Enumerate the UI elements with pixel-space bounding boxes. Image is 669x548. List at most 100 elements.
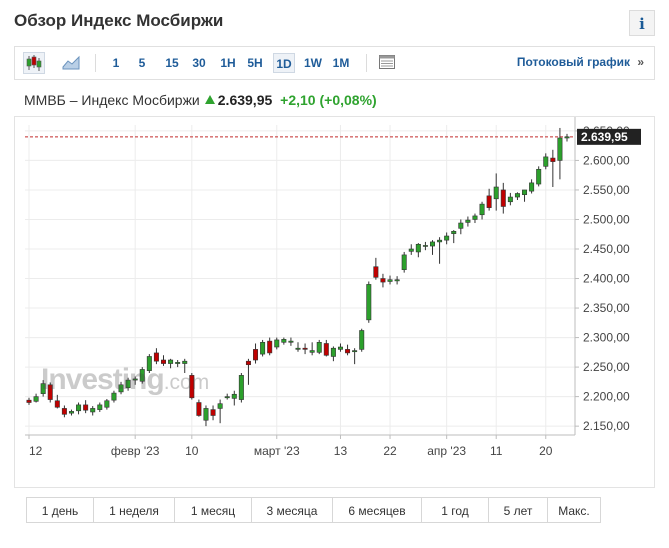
y-tick-label: 2.550,00 bbox=[583, 183, 630, 197]
candle-up bbox=[401, 254, 407, 270]
candle-up bbox=[281, 339, 287, 343]
y-tick-label: 2.600,00 bbox=[583, 153, 630, 167]
period-button[interactable]: 1 год bbox=[421, 497, 489, 523]
candle-up bbox=[76, 404, 82, 412]
watermark-suffix: .com bbox=[163, 371, 210, 394]
candle-down bbox=[345, 349, 351, 354]
candle-down bbox=[373, 266, 379, 278]
last-price: 2.639,95 bbox=[217, 92, 273, 108]
info-button[interactable]: i bbox=[629, 10, 655, 36]
instrument-name: ММВБ – Индекс Мосбиржи bbox=[24, 92, 200, 108]
candle-up bbox=[359, 330, 365, 350]
price-change-percent: (+0,08%) bbox=[319, 92, 377, 108]
candle-up bbox=[139, 369, 145, 382]
up-arrow-icon bbox=[204, 95, 215, 104]
quote-line: ММВБ – Индекс Мосбиржи 2.639,95 +2,10 (+0… bbox=[24, 92, 377, 108]
candle-up bbox=[68, 411, 74, 414]
candle-up bbox=[104, 400, 110, 408]
candle-up bbox=[337, 346, 343, 350]
x-tick-label: апр '23 bbox=[427, 444, 466, 458]
y-tick-label: 2.450,00 bbox=[583, 242, 630, 256]
period-button[interactable]: 1 месяц bbox=[174, 497, 252, 523]
candle-up bbox=[288, 340, 294, 343]
candle-down bbox=[210, 409, 216, 416]
period-button[interactable]: 1 неделя bbox=[93, 497, 175, 523]
candle-up bbox=[40, 383, 46, 394]
candlestick-icon[interactable] bbox=[23, 52, 45, 74]
candle-up bbox=[330, 347, 336, 357]
period-button[interactable]: 1 день bbox=[26, 497, 94, 523]
candle-up bbox=[451, 230, 457, 234]
candle-up bbox=[238, 375, 244, 400]
candle-down bbox=[302, 347, 308, 350]
y-tick-label: 2.300,00 bbox=[583, 331, 630, 345]
last-price-label: 2.639,95 bbox=[581, 130, 628, 144]
candle-up bbox=[387, 279, 393, 282]
x-tick-label: 20 bbox=[539, 444, 553, 458]
x-tick-label: 10 bbox=[185, 444, 199, 458]
candle-up bbox=[564, 136, 570, 139]
candle-up bbox=[111, 392, 117, 401]
candle-up bbox=[493, 186, 499, 200]
period-button[interactable]: 3 месяца bbox=[251, 497, 333, 523]
candle-up bbox=[295, 347, 301, 350]
interval-button-5h[interactable]: 5H bbox=[247, 56, 263, 70]
candle-up bbox=[182, 360, 188, 364]
candle-down bbox=[189, 375, 195, 399]
watermark-brand: Investing bbox=[41, 363, 165, 396]
candle-up bbox=[274, 339, 280, 348]
candle-up bbox=[536, 168, 542, 185]
interval-button-1d[interactable]: 1D bbox=[273, 53, 295, 73]
interval-button-15[interactable]: 15 bbox=[165, 56, 179, 70]
candle-up bbox=[118, 384, 124, 393]
candle-up bbox=[465, 219, 471, 223]
candle-up bbox=[146, 356, 152, 371]
candle-up bbox=[203, 408, 209, 421]
candle-up bbox=[217, 403, 223, 409]
interval-button-30[interactable]: 30 bbox=[192, 56, 206, 70]
candle-up bbox=[422, 245, 428, 247]
candle-up bbox=[97, 404, 103, 410]
y-tick-label: 2.200,00 bbox=[583, 390, 630, 404]
candle-up bbox=[260, 341, 266, 355]
candle-down bbox=[550, 157, 556, 162]
period-button[interactable]: 6 месяцев bbox=[332, 497, 422, 523]
x-tick-label: 11 bbox=[490, 444, 503, 458]
interval-button-1[interactable]: 1 bbox=[112, 56, 120, 70]
candle-up bbox=[175, 362, 181, 364]
candle-down bbox=[47, 384, 53, 400]
candle-up bbox=[479, 203, 485, 216]
candle-up bbox=[408, 248, 414, 252]
candle-up bbox=[168, 359, 174, 364]
table-icon[interactable] bbox=[377, 52, 399, 74]
x-tick-label: 12 bbox=[29, 444, 43, 458]
candle-down bbox=[54, 400, 60, 408]
candle-up bbox=[231, 393, 237, 399]
candle-up bbox=[458, 222, 464, 229]
candle-down bbox=[380, 278, 386, 283]
y-tick-label: 2.500,00 bbox=[583, 212, 630, 226]
interval-button-1m[interactable]: 1M bbox=[332, 56, 350, 70]
streaming-chart-link[interactable]: Потоковый график » bbox=[517, 55, 644, 69]
candle-up bbox=[316, 341, 322, 353]
area-chart-icon[interactable] bbox=[61, 52, 83, 74]
y-tick-label: 2.150,00 bbox=[583, 419, 630, 433]
price-chart[interactable]: 2.150,00 2.200,00 2.250,00 2.300,00 2.350,00… bbox=[14, 116, 655, 488]
candle-up bbox=[557, 137, 563, 161]
candle-up bbox=[437, 239, 443, 243]
interval-button-1h[interactable]: 1H bbox=[220, 56, 236, 70]
y-tick-label: 2.350,00 bbox=[583, 301, 630, 315]
candle-up bbox=[529, 182, 535, 192]
x-tick-label: 13 bbox=[334, 444, 348, 458]
candle-down bbox=[267, 340, 273, 354]
candle-up bbox=[352, 350, 358, 353]
interval-button-5[interactable]: 5 bbox=[138, 56, 146, 70]
candle-down bbox=[61, 408, 67, 415]
candlestick-chart[interactable]: 2.150,00 2.200,00 2.250,00 2.300,00 2.350,00… bbox=[15, 117, 656, 489]
period-button[interactable]: Макс. bbox=[547, 497, 601, 523]
interval-button-1w[interactable]: 1W bbox=[304, 56, 322, 70]
x-tick-label: февр '23 bbox=[111, 444, 160, 458]
period-selector: 1 день 1 неделя 1 месяц 3 месяца 6 месяцев 1 … bbox=[26, 497, 601, 523]
candle-down bbox=[26, 399, 32, 403]
period-button[interactable]: 5 лет bbox=[488, 497, 548, 523]
